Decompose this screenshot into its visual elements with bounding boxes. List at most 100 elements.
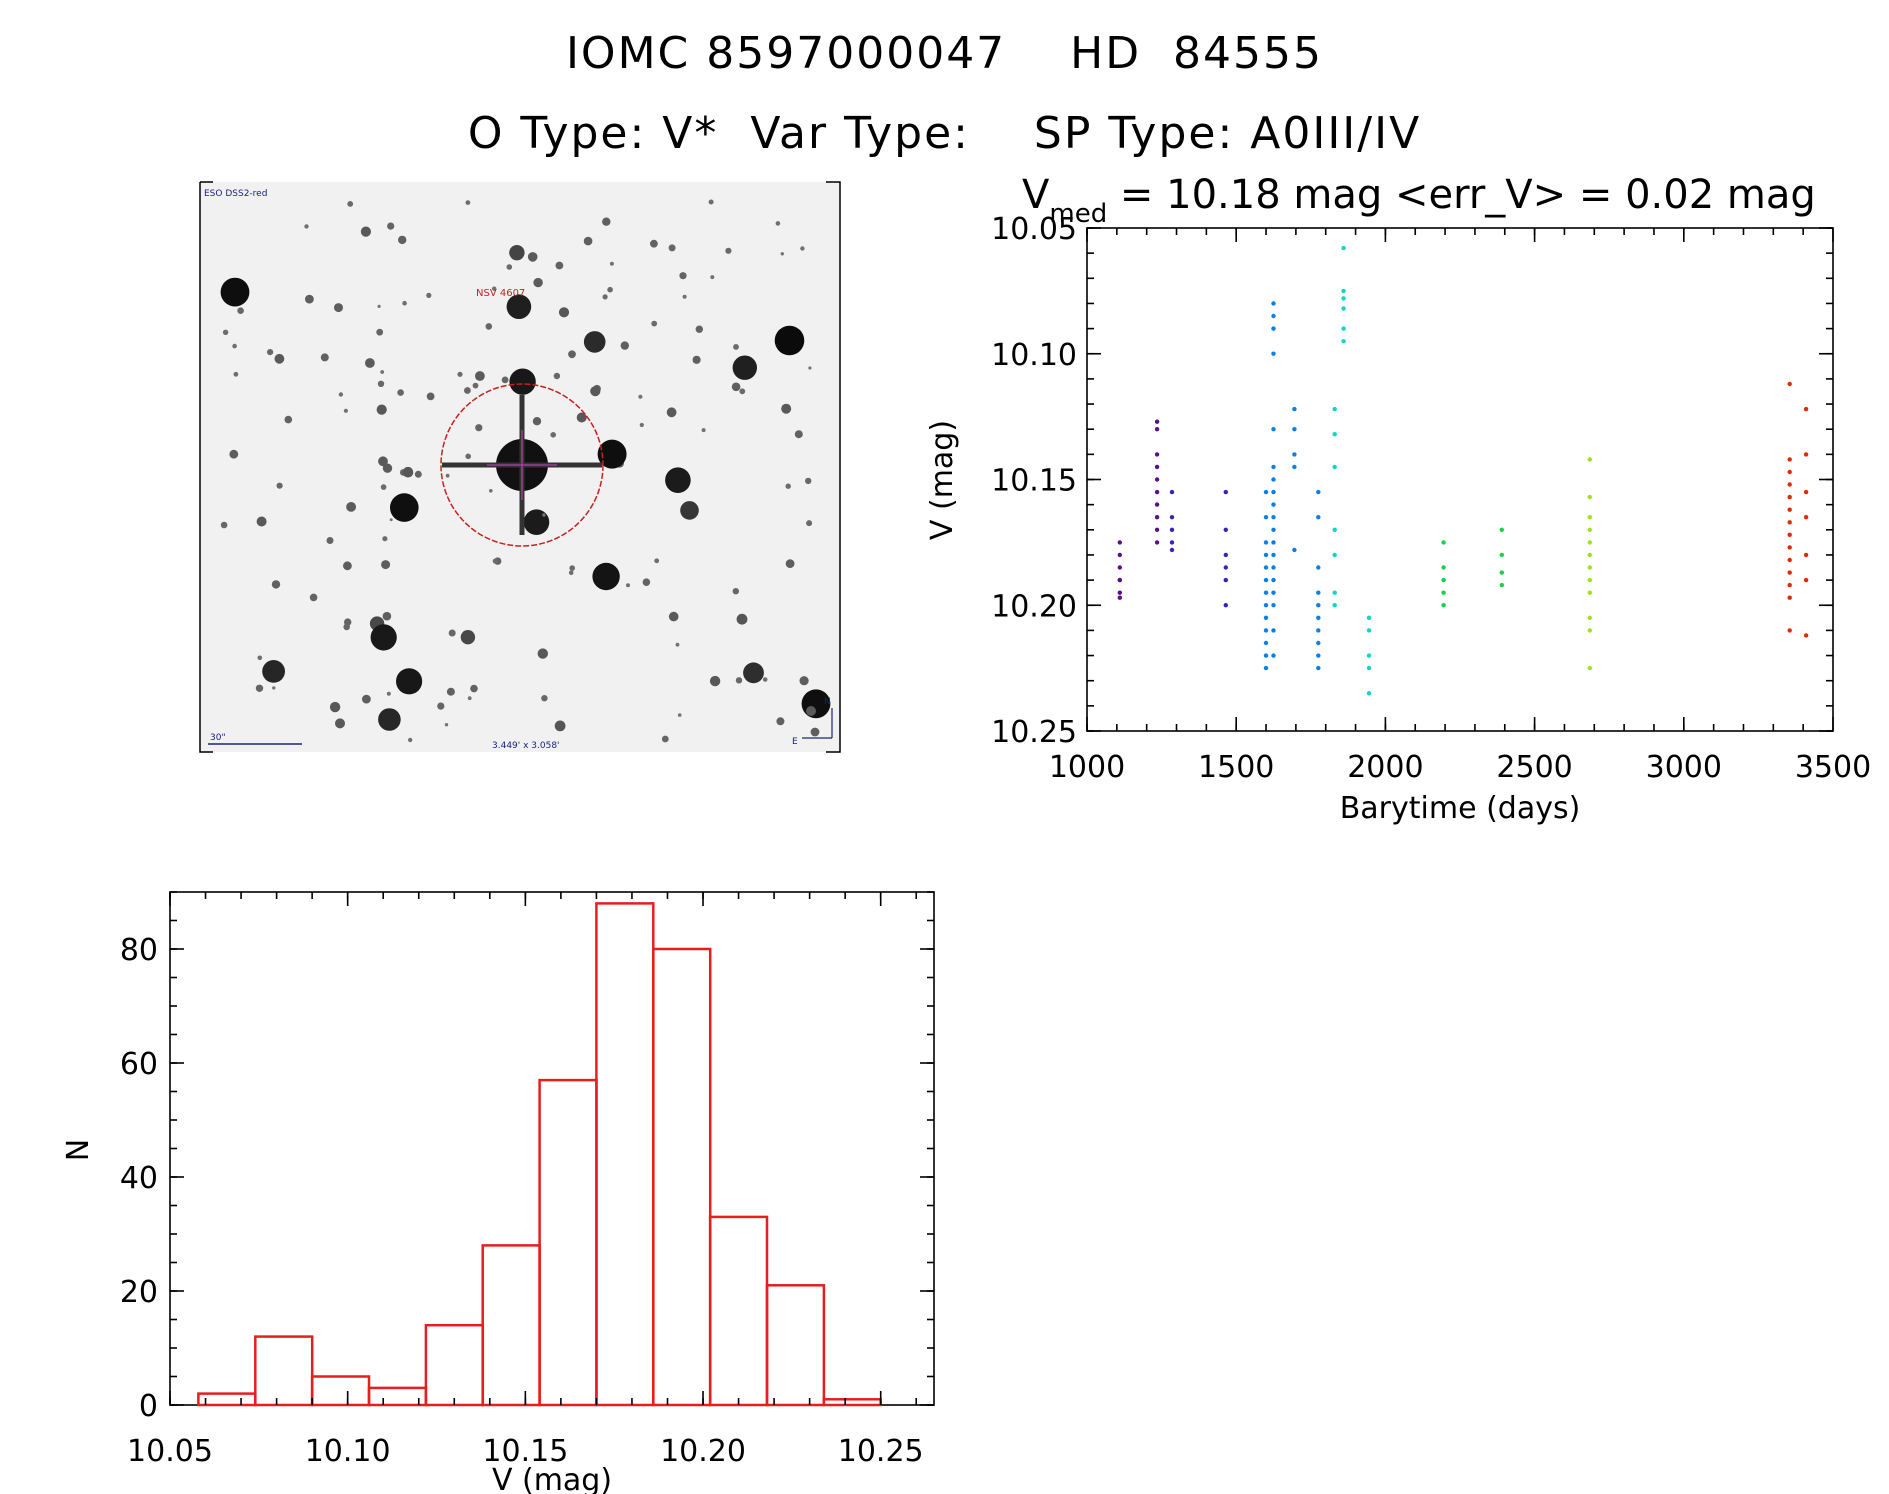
sky-star bbox=[377, 304, 381, 308]
data-point bbox=[1271, 603, 1276, 608]
sky-star bbox=[398, 235, 407, 245]
sky-star bbox=[320, 353, 329, 362]
sky-star bbox=[376, 328, 384, 336]
sky-star bbox=[509, 245, 525, 261]
sky-star bbox=[370, 624, 397, 651]
histogram-xlabel: V (mag) bbox=[492, 1463, 612, 1494]
data-point bbox=[1169, 527, 1175, 532]
sky-star bbox=[256, 516, 267, 527]
sky-star bbox=[304, 224, 309, 229]
sky-star bbox=[501, 376, 509, 384]
sky-star bbox=[467, 696, 472, 701]
y-tick-label: 10.10 bbox=[991, 338, 1077, 373]
sky-star bbox=[365, 358, 375, 368]
data-point bbox=[1292, 406, 1297, 412]
sky-thumbnail: ESO DSS2-red NSV 4607 30" 3.449' x 3.058… bbox=[199, 181, 841, 753]
sky-star bbox=[553, 372, 561, 380]
data-point bbox=[1117, 552, 1123, 558]
data-point bbox=[1169, 515, 1175, 520]
chart-title-line2: O Type: V* Var Type: SP Type: A0III/IV bbox=[467, 108, 1422, 159]
sky-star bbox=[446, 687, 455, 696]
data-point bbox=[1316, 603, 1321, 608]
data-point bbox=[1263, 603, 1269, 608]
sky-star bbox=[680, 501, 699, 520]
data-point bbox=[1787, 520, 1792, 525]
sky-star bbox=[233, 371, 239, 377]
histogram-bar bbox=[197, 1392, 257, 1407]
sky-star bbox=[583, 236, 593, 246]
data-point bbox=[1271, 301, 1276, 306]
sky-star bbox=[576, 412, 587, 423]
data-point bbox=[1223, 577, 1229, 583]
y-tick-label: 10.05 bbox=[991, 212, 1077, 247]
sky-star bbox=[785, 483, 791, 489]
data-point bbox=[1366, 628, 1372, 633]
sky-star bbox=[650, 239, 658, 248]
data-point bbox=[1803, 552, 1809, 558]
sky-star bbox=[602, 294, 608, 300]
sky-star bbox=[550, 432, 556, 438]
sky-star bbox=[620, 341, 629, 350]
data-point bbox=[1271, 489, 1276, 495]
y-tick-label: 60 bbox=[120, 1047, 158, 1082]
sky-star bbox=[537, 648, 548, 659]
survey-label: ESO DSS2-red bbox=[204, 189, 267, 199]
data-point bbox=[1292, 547, 1297, 553]
data-point bbox=[1787, 381, 1792, 387]
sky-star bbox=[386, 691, 391, 696]
data-point bbox=[1341, 326, 1346, 331]
data-point bbox=[1169, 489, 1175, 495]
sky-star bbox=[558, 307, 570, 318]
histogram-bar bbox=[254, 1335, 314, 1407]
sky-star bbox=[257, 655, 263, 661]
data-point bbox=[1366, 691, 1372, 696]
data-point bbox=[1332, 590, 1337, 595]
data-point bbox=[1271, 527, 1276, 532]
sky-star bbox=[382, 611, 392, 621]
data-point bbox=[1587, 494, 1593, 500]
data-point bbox=[1263, 565, 1269, 570]
sky-star bbox=[465, 200, 471, 206]
sky-star bbox=[527, 252, 538, 262]
sky-star bbox=[583, 331, 606, 353]
data-point bbox=[1271, 577, 1276, 583]
sky-star bbox=[509, 368, 536, 395]
histogram-bar bbox=[367, 1386, 428, 1407]
sky-star bbox=[457, 371, 463, 377]
sky-star bbox=[794, 430, 803, 439]
sky-star bbox=[732, 588, 739, 595]
sky-star bbox=[735, 677, 743, 684]
data-point bbox=[1587, 457, 1593, 462]
data-point bbox=[1587, 540, 1593, 545]
data-point bbox=[1316, 653, 1321, 658]
sky-star bbox=[675, 642, 680, 647]
orientation-arrows bbox=[802, 708, 833, 739]
x-tick-label: 2500 bbox=[1496, 750, 1572, 785]
sky-star bbox=[506, 294, 532, 320]
data-point bbox=[1341, 339, 1346, 344]
sky-star bbox=[396, 668, 423, 695]
sky-star bbox=[668, 244, 676, 252]
sky-star bbox=[799, 676, 809, 686]
data-point bbox=[1263, 590, 1269, 595]
light-curve-chart: Vmed = 10.18 mag <err_V> = 0.02 mag 1000… bbox=[925, 172, 1871, 826]
sky-star bbox=[472, 382, 479, 389]
sky-star bbox=[806, 520, 813, 527]
sky-star bbox=[654, 558, 660, 564]
data-point bbox=[1803, 577, 1809, 583]
data-point bbox=[1787, 545, 1792, 550]
data-point bbox=[1316, 515, 1321, 520]
sky-star bbox=[733, 344, 739, 350]
sky-star bbox=[397, 389, 404, 396]
data-point bbox=[1223, 603, 1229, 608]
y-tick-label: 20 bbox=[120, 1275, 158, 1310]
sky-star bbox=[736, 613, 748, 625]
data-point bbox=[1587, 615, 1593, 620]
sky-star bbox=[464, 387, 471, 394]
sky-star bbox=[806, 706, 816, 716]
data-point bbox=[1271, 313, 1276, 319]
sky-star bbox=[402, 300, 407, 306]
data-point bbox=[1263, 640, 1269, 646]
data-point bbox=[1341, 245, 1346, 251]
